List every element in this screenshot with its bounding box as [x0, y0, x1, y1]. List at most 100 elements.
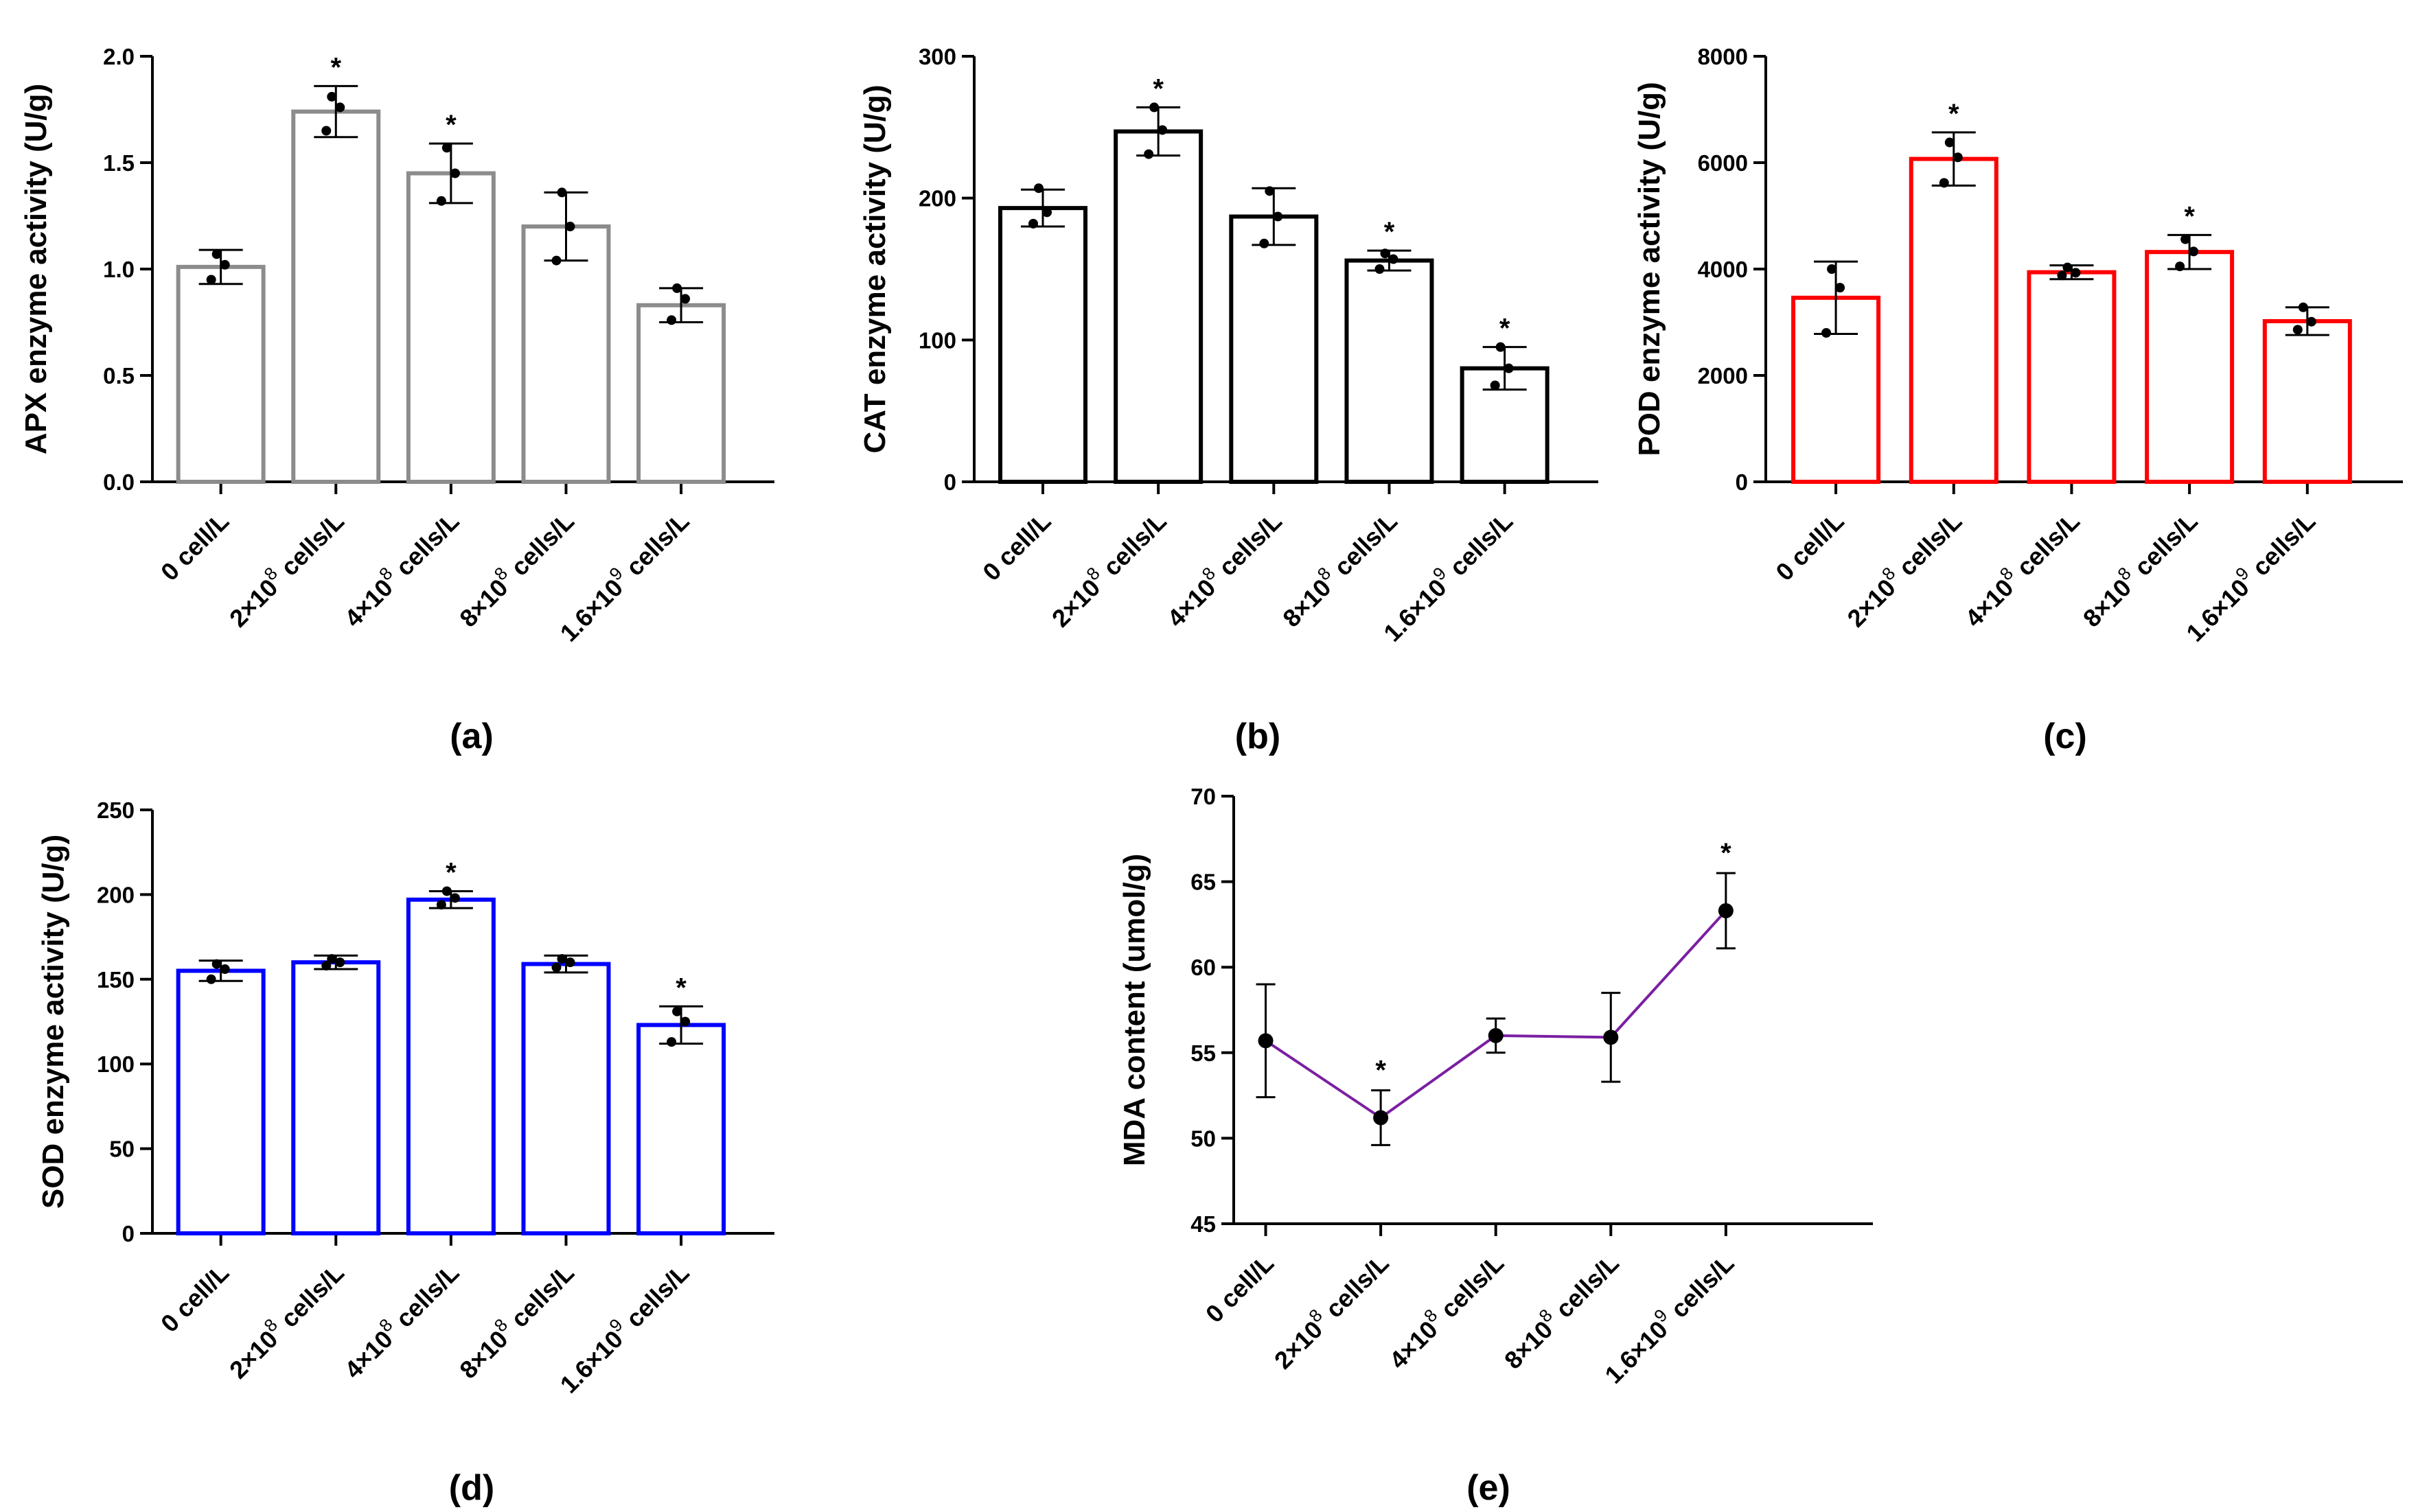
y-tick-label: 8000	[1698, 44, 1748, 69]
data-point	[2298, 302, 2308, 312]
y-tick-label: 65	[1190, 870, 1216, 895]
data-point	[1490, 380, 1500, 391]
data-point	[565, 222, 575, 231]
bar	[521, 224, 611, 484]
x-tick-label: 4×108 cells/L	[336, 504, 465, 633]
data-point	[1821, 328, 1832, 338]
bar	[1229, 214, 1319, 484]
data-point	[2062, 262, 2073, 272]
data-point	[1488, 1027, 1504, 1043]
data-point	[1144, 149, 1154, 159]
y-tick-label: 150	[97, 967, 135, 992]
bar	[636, 1023, 726, 1236]
data-point	[551, 962, 562, 973]
x-tick-label: 8×108 cells/L	[1495, 1246, 1624, 1375]
data-point	[1158, 125, 1168, 135]
x-tick-label: 2×108 cells/L	[1265, 1246, 1394, 1375]
data-point	[450, 168, 460, 178]
y-axis-title: APX enzyme activity (U/g)	[19, 84, 53, 454]
significance-marker: *	[2184, 201, 2195, 231]
y-tick-label: 1.0	[103, 257, 135, 282]
significance-marker: *	[1948, 99, 1959, 129]
bar	[2262, 318, 2352, 485]
y-tick-label: 6000	[1698, 150, 1748, 176]
data-point	[1028, 218, 1038, 229]
y-tick-label: 50	[109, 1137, 135, 1162]
data-point	[450, 893, 460, 903]
y-tick-label: 1.5	[103, 150, 135, 176]
panel-label: (b)	[1235, 717, 1280, 756]
data-point	[220, 259, 230, 270]
x-tick-label: 0 cell/L	[1200, 1249, 1279, 1328]
data-point	[672, 283, 682, 293]
y-axis-title: CAT enzyme activity (U/g)	[858, 84, 892, 453]
y-tick-label: 0.5	[103, 363, 135, 388]
y-tick-label: 100	[97, 1051, 135, 1077]
data-point	[321, 961, 332, 971]
x-tick-label: 8×108 cells/L	[450, 1255, 579, 1384]
data-point	[206, 275, 216, 285]
x-tick-label: 8×108 cells/L	[450, 504, 579, 633]
data-point	[220, 964, 230, 974]
data-point	[335, 957, 345, 968]
data-point	[1827, 264, 1837, 274]
data-point	[551, 255, 562, 266]
data-point	[1041, 207, 1052, 218]
y-tick-label: 0	[122, 1221, 135, 1246]
y-axis-title: MDA content (umol/g)	[1118, 854, 1151, 1166]
data-point	[1388, 254, 1398, 264]
data-point	[1258, 1033, 1274, 1049]
data-point	[211, 249, 222, 259]
data-point	[672, 1006, 682, 1016]
significance-marker: *	[1375, 1056, 1386, 1086]
y-tick-label: 100	[919, 327, 956, 353]
data-point	[441, 886, 452, 896]
bar	[521, 962, 611, 1235]
data-point	[327, 91, 337, 102]
chart-panel-e: 45 50 55 60 65 70 MDA content (umol/g) 0 cell/L…	[1118, 784, 1873, 1508]
y-tick-label: 250	[97, 798, 135, 823]
bar	[406, 897, 496, 1235]
data-point	[1603, 1030, 1619, 1045]
data-point	[441, 143, 452, 153]
data-point	[667, 1037, 677, 1047]
data-point	[1380, 248, 1390, 259]
significance-marker: *	[446, 110, 457, 140]
data-point	[206, 974, 216, 984]
significance-marker: *	[676, 973, 687, 1003]
significance-marker: *	[1720, 838, 1731, 868]
x-tick-label: 0 cell/L	[155, 1259, 234, 1338]
bar	[636, 303, 726, 484]
bar	[1114, 129, 1204, 485]
y-tick-label: 0	[1736, 469, 1748, 495]
bar	[406, 171, 496, 484]
y-axis-title: SOD enzyme activity (U/g)	[36, 835, 70, 1209]
data-point	[1504, 363, 1514, 373]
data-point	[2292, 325, 2303, 335]
data-point	[1259, 238, 1269, 248]
y-tick-label: 50	[1190, 1126, 1216, 1151]
data-point	[436, 900, 446, 910]
x-tick-label: 2×108 cells/L	[1839, 504, 1968, 633]
x-tick-label: 0 cell/L	[1770, 507, 1849, 586]
data-point	[327, 954, 337, 964]
y-tick-label: 2.0	[103, 44, 135, 69]
bar	[2145, 250, 2235, 484]
y-tick-label: 200	[97, 882, 135, 907]
bar	[291, 960, 381, 1235]
data-point	[1374, 264, 1385, 274]
x-tick-label: 2×108 cells/L	[220, 1255, 349, 1384]
data-point	[1944, 137, 1955, 148]
x-tick-label: 0 cell/L	[155, 507, 234, 586]
bar	[998, 206, 1087, 484]
y-tick-label: 300	[919, 44, 956, 69]
data-point	[2175, 261, 2185, 272]
x-tick-label: 2×108 cells/L	[220, 504, 349, 633]
data-point	[321, 126, 332, 136]
data-point	[211, 959, 222, 969]
x-tick-label: 2×108 cells/L	[1043, 504, 1172, 633]
significance-marker: *	[330, 52, 341, 82]
panel-label: (d)	[449, 1468, 494, 1508]
bar	[176, 264, 266, 484]
